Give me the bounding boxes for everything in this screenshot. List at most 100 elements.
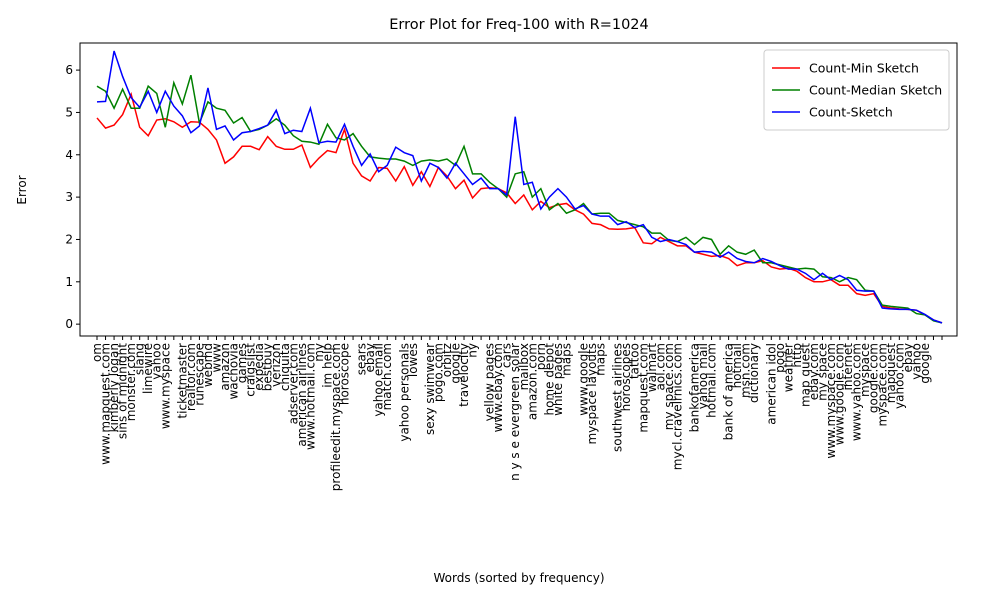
x-tick-label: slang <box>133 343 147 375</box>
x-tick-label: www.google.com <box>833 343 847 445</box>
x-tick-label: www.yahoo.com <box>850 343 864 441</box>
y-tick-label: 2 <box>65 232 73 246</box>
x-tick-label: bestbuy <box>261 343 275 391</box>
x-tick-label: dictionary <box>747 343 761 403</box>
x-tick-label: google.com <box>867 343 881 413</box>
legend-box <box>763 49 950 131</box>
x-tick-label: yahoo personals <box>397 343 411 442</box>
x-tick-label: walmart <box>645 343 659 392</box>
x-tick-label: chiquita <box>278 343 292 391</box>
y-axis-label: Error <box>15 175 29 204</box>
x-tick-label: mailbox <box>517 343 531 390</box>
x-tick-label: msn.com <box>739 343 753 398</box>
x-tick-label: sexy swimwear <box>423 343 437 435</box>
x-tick-label: www.google <box>577 343 591 416</box>
legend-label: Count-Median Sketch <box>809 83 942 98</box>
x-tick-label: orbitz <box>440 343 454 377</box>
y-tick-label: 1 <box>65 275 73 289</box>
x-tick-label: yahoo <box>909 343 923 380</box>
x-tick-label: american idol <box>764 343 778 425</box>
x-tick-label: ticketmaster <box>175 343 189 419</box>
x-tick-label: www.mapquest.com <box>99 343 113 465</box>
x-tick-label: kimberly logan <box>107 343 121 432</box>
x-tick-label: southwest airlines <box>611 343 625 452</box>
x-tick-label: match.com <box>380 343 394 410</box>
y-tick-label: 4 <box>65 148 73 162</box>
x-tick-label: www.ebay.com <box>491 343 505 432</box>
x-tick-label: ebay.com <box>807 343 821 400</box>
x-tick-label: my <box>312 343 326 362</box>
x-tick-label: bank of america <box>722 343 736 440</box>
x-tick-label: im help <box>320 343 334 388</box>
x-tick-label: horoscopes <box>619 343 633 411</box>
x-tick-label: amazon.com <box>525 343 539 420</box>
y-tick-label: 0 <box>65 317 73 331</box>
x-tick-label: yahoo mail <box>696 343 710 409</box>
x-tick-label: om <box>90 343 104 362</box>
x-tick-label: limewire <box>141 343 155 394</box>
x-tick-label: verizon <box>269 343 283 387</box>
x-tick-label: home depot <box>542 343 556 416</box>
x-tick-label: hotmail <box>730 343 744 388</box>
x-tick-label: adserver.com <box>286 343 300 424</box>
x-tick-label: weather <box>781 343 795 392</box>
x-tick-label: myspace.com <box>875 343 889 426</box>
x-tick-label: tattoo <box>628 343 642 379</box>
x-tick-label: yellow pages <box>483 343 497 421</box>
x-tick-label: sins of midnight <box>116 343 130 439</box>
x-tick-label: http <box>790 343 804 368</box>
legend-label: Count-Min Sketch <box>809 61 919 76</box>
x-tick-label: myspace <box>858 343 872 397</box>
y-tick-label: 3 <box>65 190 73 204</box>
x-tick-label: craigslist <box>244 343 258 397</box>
x-tick-label: games <box>235 343 249 383</box>
x-tick-label: realtor.com <box>184 343 198 411</box>
x-tick-label: mapquest <box>884 343 898 404</box>
x-tick-label: www.hotmail.com <box>303 343 317 450</box>
x-tick-label: profileedit.myspace.com <box>329 343 343 491</box>
y-tick-label: 6 <box>65 63 73 77</box>
x-tick-label: my space <box>816 343 830 401</box>
x-tick-label: www <box>209 343 223 373</box>
plot-frame <box>79 42 958 337</box>
x-tick-label: yahoo email <box>372 343 386 417</box>
x-tick-label: www.myspace <box>158 343 172 429</box>
legend: Count-Min Sketch Count-Median Sketch Count… <box>763 49 950 131</box>
x-tick-label: white pages <box>551 343 565 416</box>
x-tick-label: map quest <box>798 343 812 407</box>
series-line <box>96 74 943 324</box>
x-tick-label: www.myspace.com <box>824 343 838 459</box>
x-tick-label: webmd <box>201 343 215 387</box>
x-tick-label: ny <box>466 343 480 358</box>
x-tick-label: monster.com <box>124 343 138 421</box>
x-tick-label: pogo <box>773 343 787 373</box>
x-tick-label: lowes <box>406 343 420 377</box>
x-tick-label: google <box>918 343 932 384</box>
x-tick-label: american airlines <box>295 343 309 447</box>
x-tick-label: sears <box>355 343 369 375</box>
x-tick-label: myspace layouts <box>585 343 599 445</box>
x-tick-label: amazon <box>218 343 232 391</box>
x-tick-label: ebay <box>363 343 377 372</box>
x-tick-label: hotmail.com <box>705 343 719 418</box>
x-tick-label: mapquest.com <box>636 343 650 433</box>
x-tick-label: travelocity <box>457 343 471 407</box>
x-tick-label: yahoo <box>150 343 164 380</box>
x-tick-label: maps <box>559 343 573 376</box>
x-tick-label: expedia <box>252 343 266 391</box>
x-tick-label: internet <box>841 343 855 391</box>
legend-label: Count-Sketch <box>809 105 893 120</box>
x-tick-label: pogo.com <box>431 343 445 402</box>
x-tick-label: runescape <box>192 343 206 406</box>
x-tick-label: ebay <box>901 343 915 372</box>
chart-title: Error Plot for Freq-100 with R=1024 <box>389 17 649 33</box>
x-tick-label: yahoo.com <box>892 343 906 409</box>
x-tick-label: bankofamerica <box>687 343 701 432</box>
x-tick-label: horoscope <box>338 343 352 405</box>
x-tick-label: wachovia <box>227 343 241 400</box>
x-tick-label: maps <box>594 343 608 376</box>
x-tick-label: porn <box>534 343 548 370</box>
series-line <box>96 50 943 324</box>
series-line <box>96 91 943 324</box>
